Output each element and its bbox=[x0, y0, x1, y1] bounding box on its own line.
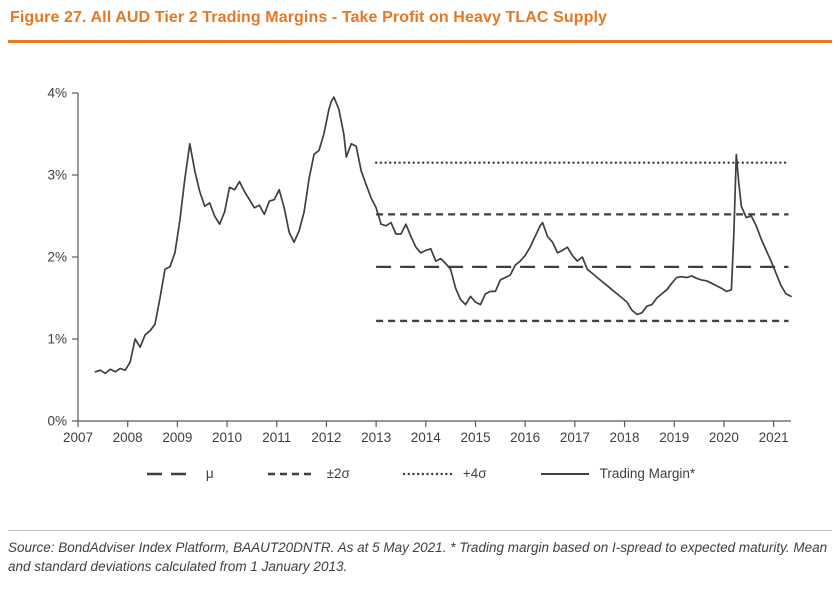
legend-swatch-longdash-icon bbox=[146, 472, 195, 475]
trading-margin-chart: 0% 1% 2% 3% 4% 2007 2008 2009 2010 2011 2012 2013 20… bbox=[47, 86, 792, 445]
x-tick-label: 2015 bbox=[460, 430, 490, 445]
x-tick-label: 2016 bbox=[510, 430, 540, 445]
legend-label: ±2σ bbox=[326, 466, 350, 481]
legend-swatch-dotted-icon bbox=[402, 472, 454, 475]
source-note: Source: BondAdviser Index Platform, BAAU… bbox=[8, 530, 832, 576]
x-tick-label: 2012 bbox=[311, 430, 341, 445]
legend-swatch-dash-icon bbox=[267, 472, 316, 475]
legend-label: μ bbox=[205, 466, 214, 481]
legend-label: Trading Margin* bbox=[599, 466, 696, 481]
legend-item-trading-margin: Trading Margin* bbox=[539, 466, 696, 481]
x-tick-label: 2018 bbox=[610, 430, 640, 445]
x-tick-label: 2019 bbox=[659, 430, 689, 445]
legend-item-plus-4sigma: +4σ bbox=[402, 466, 487, 481]
title-underline bbox=[8, 40, 832, 43]
legend-swatch-solid-icon bbox=[540, 472, 589, 475]
legend-item-mu: μ bbox=[145, 466, 214, 481]
x-tick-label: 2020 bbox=[709, 430, 739, 445]
y-tick-label: 2% bbox=[47, 250, 67, 265]
x-tick-label: 2017 bbox=[560, 430, 590, 445]
x-tick-label: 2021 bbox=[759, 430, 789, 445]
x-tick-label: 2008 bbox=[113, 430, 143, 445]
x-tick-label: 2007 bbox=[63, 430, 93, 445]
y-tick-label: 0% bbox=[47, 414, 67, 429]
y-tick-label: 4% bbox=[47, 86, 67, 101]
x-tick-label: 2013 bbox=[361, 430, 391, 445]
y-tick-label: 3% bbox=[47, 168, 67, 183]
figure-title: Figure 27. All AUD Tier 2 Trading Margin… bbox=[10, 9, 608, 26]
y-tick-label: 1% bbox=[47, 332, 67, 347]
trading-margin-series-line bbox=[94, 96, 792, 375]
x-tick-label: 2014 bbox=[411, 430, 442, 445]
legend-item-plus-minus-2sigma: ±2σ bbox=[266, 466, 350, 481]
x-tick-label: 2009 bbox=[162, 430, 192, 445]
x-tick-label: 2010 bbox=[212, 430, 242, 445]
chart-legend: μ ±2σ +4σ Trading Margin* bbox=[0, 466, 840, 481]
x-tick-label: 2011 bbox=[262, 430, 291, 445]
legend-label: +4σ bbox=[462, 466, 487, 481]
